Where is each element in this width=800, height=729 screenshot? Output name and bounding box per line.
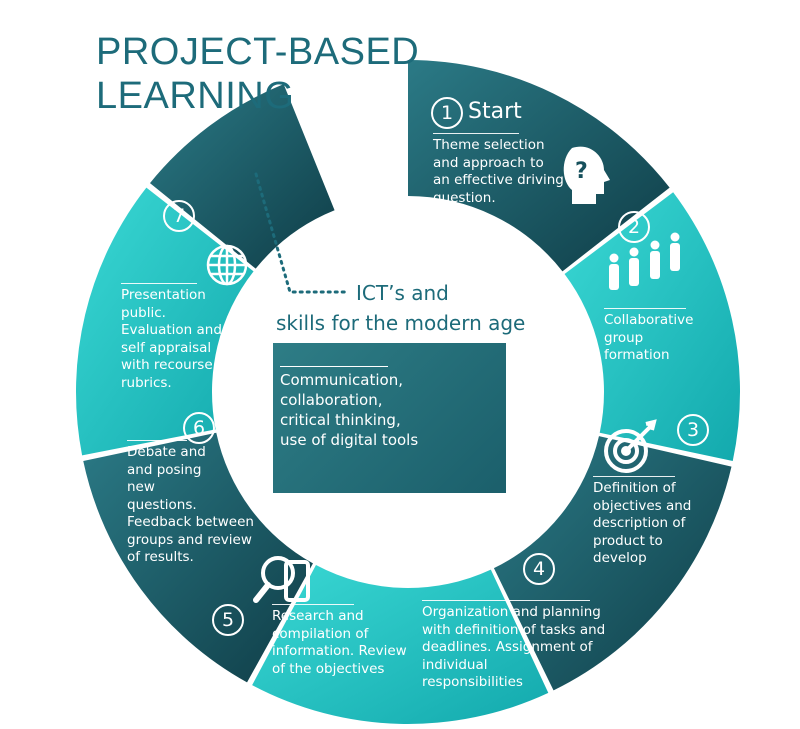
- ring-segment-6: [75, 187, 254, 456]
- step-1-rule: [433, 133, 519, 134]
- step-4-rule: [422, 600, 590, 601]
- ring-segment-5: [83, 432, 313, 683]
- step-5-number: 5: [212, 604, 244, 636]
- step-4-text: Organization and planning with definitio…: [422, 604, 606, 690]
- step-7-number: 7: [163, 200, 195, 232]
- step-5-rule: [272, 604, 354, 605]
- center-box-text: Communication, collaboration, critical t…: [280, 371, 419, 449]
- center-heading-line-2: skills for the modern age: [276, 311, 526, 335]
- step-4-number: 4: [523, 553, 555, 585]
- step-3-rule: [593, 476, 675, 477]
- ring-segment-2: [564, 192, 740, 462]
- step-6-text: Debate and and posing new questions. Fee…: [127, 444, 254, 565]
- title-line-1: PROJECT-BASED: [96, 31, 420, 73]
- step-1-text: Theme selection and approach to an effec…: [433, 137, 564, 206]
- step-5-text: Research and compilation of information.…: [272, 608, 407, 677]
- step-2-rule: [604, 308, 686, 309]
- step-7-text: Presentation public. Evaluation and self…: [121, 287, 231, 391]
- step-2-text: Collaborative group formation: [604, 312, 694, 363]
- dotted-leader-line: [254, 172, 347, 294]
- center-heading-line-1: ICT’s and: [356, 281, 449, 305]
- head-question-icon: ?: [563, 146, 610, 204]
- magnifier-phone-icon: [253, 556, 310, 603]
- step-6-number: 6: [183, 412, 215, 444]
- globe-icon: [206, 244, 248, 286]
- svg-text:?: ?: [575, 159, 588, 184]
- title-line-2: LEARNING: [96, 75, 295, 117]
- step-1-label: Start: [468, 99, 522, 124]
- step-1-number: 1: [431, 97, 463, 129]
- ring-segment-7: [149, 84, 335, 269]
- people-group-icon: [609, 232, 680, 290]
- step-3-text: Definition of objectives and description…: [593, 480, 692, 566]
- ring-segment-1: [408, 60, 670, 272]
- center-rule: [280, 366, 388, 367]
- step-7-rule: [121, 283, 197, 284]
- center-box: [273, 343, 506, 493]
- page-title: PROJECT-BASED LEARNING: [96, 30, 419, 118]
- ring-segment-3: [493, 436, 732, 691]
- step-3-number: 3: [677, 414, 709, 446]
- target-icon: [604, 419, 657, 473]
- step-2-number: 2: [618, 211, 650, 243]
- step-6-rule: [127, 440, 187, 441]
